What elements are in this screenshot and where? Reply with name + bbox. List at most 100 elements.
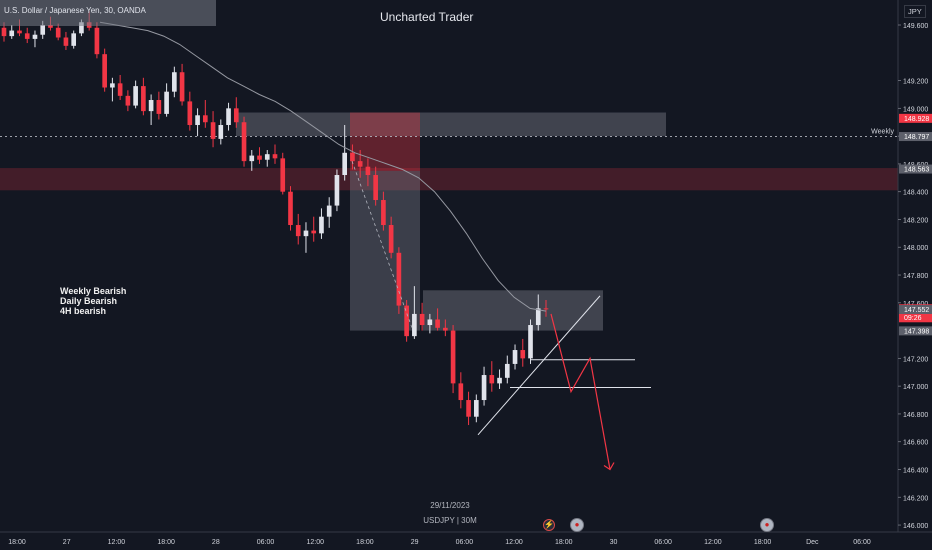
candle-body xyxy=(63,37,69,46)
y-tick-label: 147.000 xyxy=(903,384,928,391)
supply-zone xyxy=(0,168,898,191)
candle-body xyxy=(280,158,286,192)
candle-body xyxy=(79,22,84,34)
x-tick-label: 12:00 xyxy=(704,539,722,546)
candle-body xyxy=(133,86,138,106)
x-tick-label: 18:00 xyxy=(157,539,175,546)
symbol-description: U.S. Dollar / Japanese Yen, 30, OANDA xyxy=(4,6,146,15)
trendline xyxy=(477,295,601,436)
y-tick-label: 148.400 xyxy=(903,190,928,197)
price-label-value: 148.928 xyxy=(904,116,929,123)
price-label-box xyxy=(899,164,932,174)
candle-body xyxy=(249,155,255,162)
candle-body xyxy=(71,33,77,46)
y-tick-label: 146.200 xyxy=(903,495,928,502)
price-label-value: 147.398 xyxy=(904,328,929,335)
x-tick-label: 06:00 xyxy=(853,539,871,546)
chart-watermark: Uncharted Trader xyxy=(380,10,474,24)
note-line: Weekly Bearish xyxy=(60,286,127,296)
candle-body xyxy=(187,101,193,126)
weekly-zone xyxy=(236,112,666,137)
candle-body xyxy=(202,115,208,123)
x-tick-label: 18:00 xyxy=(356,539,374,546)
candle-body xyxy=(164,91,169,114)
x-tick-label: 06:00 xyxy=(654,539,672,546)
candle-body xyxy=(489,375,495,384)
candle-body xyxy=(264,154,270,160)
candle-body xyxy=(435,319,440,328)
candle-body xyxy=(148,100,154,112)
candle-body xyxy=(381,200,386,226)
candle-body xyxy=(357,161,363,167)
us-flag-event-icon[interactable]: ● xyxy=(760,518,774,532)
y-tick-label: 147.200 xyxy=(903,356,928,363)
price-label-countdown: 09:26 xyxy=(904,315,922,322)
candle-body xyxy=(504,363,510,378)
y-tick-label: 147.800 xyxy=(903,273,928,280)
candle-body xyxy=(156,100,162,114)
candle-body xyxy=(419,313,425,326)
symbol-legend-box[interactable]: U.S. Dollar / Japanese Yen, 30, OANDA xyxy=(0,0,216,26)
x-tick-label: 18:00 xyxy=(8,539,26,546)
bias-note: Weekly Bearish Daily Bearish 4H bearish xyxy=(60,286,126,316)
x-tick-label: 12:00 xyxy=(306,539,324,546)
footer-symbol: USDJPY | 30M xyxy=(423,516,477,525)
x-tick-label: 06:00 xyxy=(456,539,474,546)
candle-body xyxy=(172,72,177,92)
price-label-box xyxy=(899,113,932,123)
candle-body xyxy=(233,108,239,123)
note-line: Daily Bearish xyxy=(60,296,118,306)
candle-body xyxy=(17,30,22,34)
candle-body xyxy=(443,327,448,331)
candle-body xyxy=(48,25,53,28)
range-box xyxy=(423,290,603,331)
x-tick-label: Dec xyxy=(806,539,819,546)
x-tick-label: 27 xyxy=(63,539,71,546)
candle-body xyxy=(481,375,487,401)
candle-body xyxy=(141,86,146,112)
x-tick-label: 12:00 xyxy=(108,539,126,546)
candle-body xyxy=(512,350,518,364)
forecast-arrow xyxy=(550,313,611,470)
candle-body xyxy=(342,152,348,176)
candle-body xyxy=(179,72,185,102)
candle-body xyxy=(257,155,262,160)
candle-body xyxy=(9,30,15,37)
x-tick-label: 30 xyxy=(610,539,618,546)
candle-body xyxy=(288,191,293,226)
y-tick-label: 149.200 xyxy=(903,79,928,86)
candle-body xyxy=(319,216,324,234)
y-tick-label: 149.600 xyxy=(903,23,928,30)
note-line: 4H bearish xyxy=(60,306,107,316)
us-flag-event-icon[interactable]: ● xyxy=(570,518,584,532)
y-tick-label: 146.800 xyxy=(903,412,928,419)
candle-body xyxy=(543,308,549,310)
candle-body xyxy=(404,305,409,337)
currency-label[interactable]: JPY xyxy=(904,5,926,18)
candle-body xyxy=(295,225,301,237)
x-tick-label: 29 xyxy=(411,539,419,546)
candle-body xyxy=(396,252,402,306)
candle-body xyxy=(303,230,309,237)
forecast-arrowhead xyxy=(603,462,615,471)
economic-event-icon[interactable]: ⚡ xyxy=(543,519,555,531)
candle-body xyxy=(350,152,355,162)
candle-body xyxy=(427,319,433,326)
candle-body xyxy=(473,400,479,417)
y-tick-label: 146.000 xyxy=(903,523,928,530)
y-tick-label: 146.400 xyxy=(903,467,928,474)
candle-body xyxy=(412,313,417,337)
moving-average-line xyxy=(99,21,547,312)
price-label-box xyxy=(899,326,932,336)
x-tick-label: 18:00 xyxy=(555,539,573,546)
price-label-value: 147.552 xyxy=(904,307,929,314)
candle-body xyxy=(110,83,115,88)
candle-body xyxy=(450,330,456,384)
candle-body xyxy=(55,27,61,38)
candle-body xyxy=(218,125,224,139)
candle-body xyxy=(373,175,378,201)
price-label-box xyxy=(899,304,932,314)
